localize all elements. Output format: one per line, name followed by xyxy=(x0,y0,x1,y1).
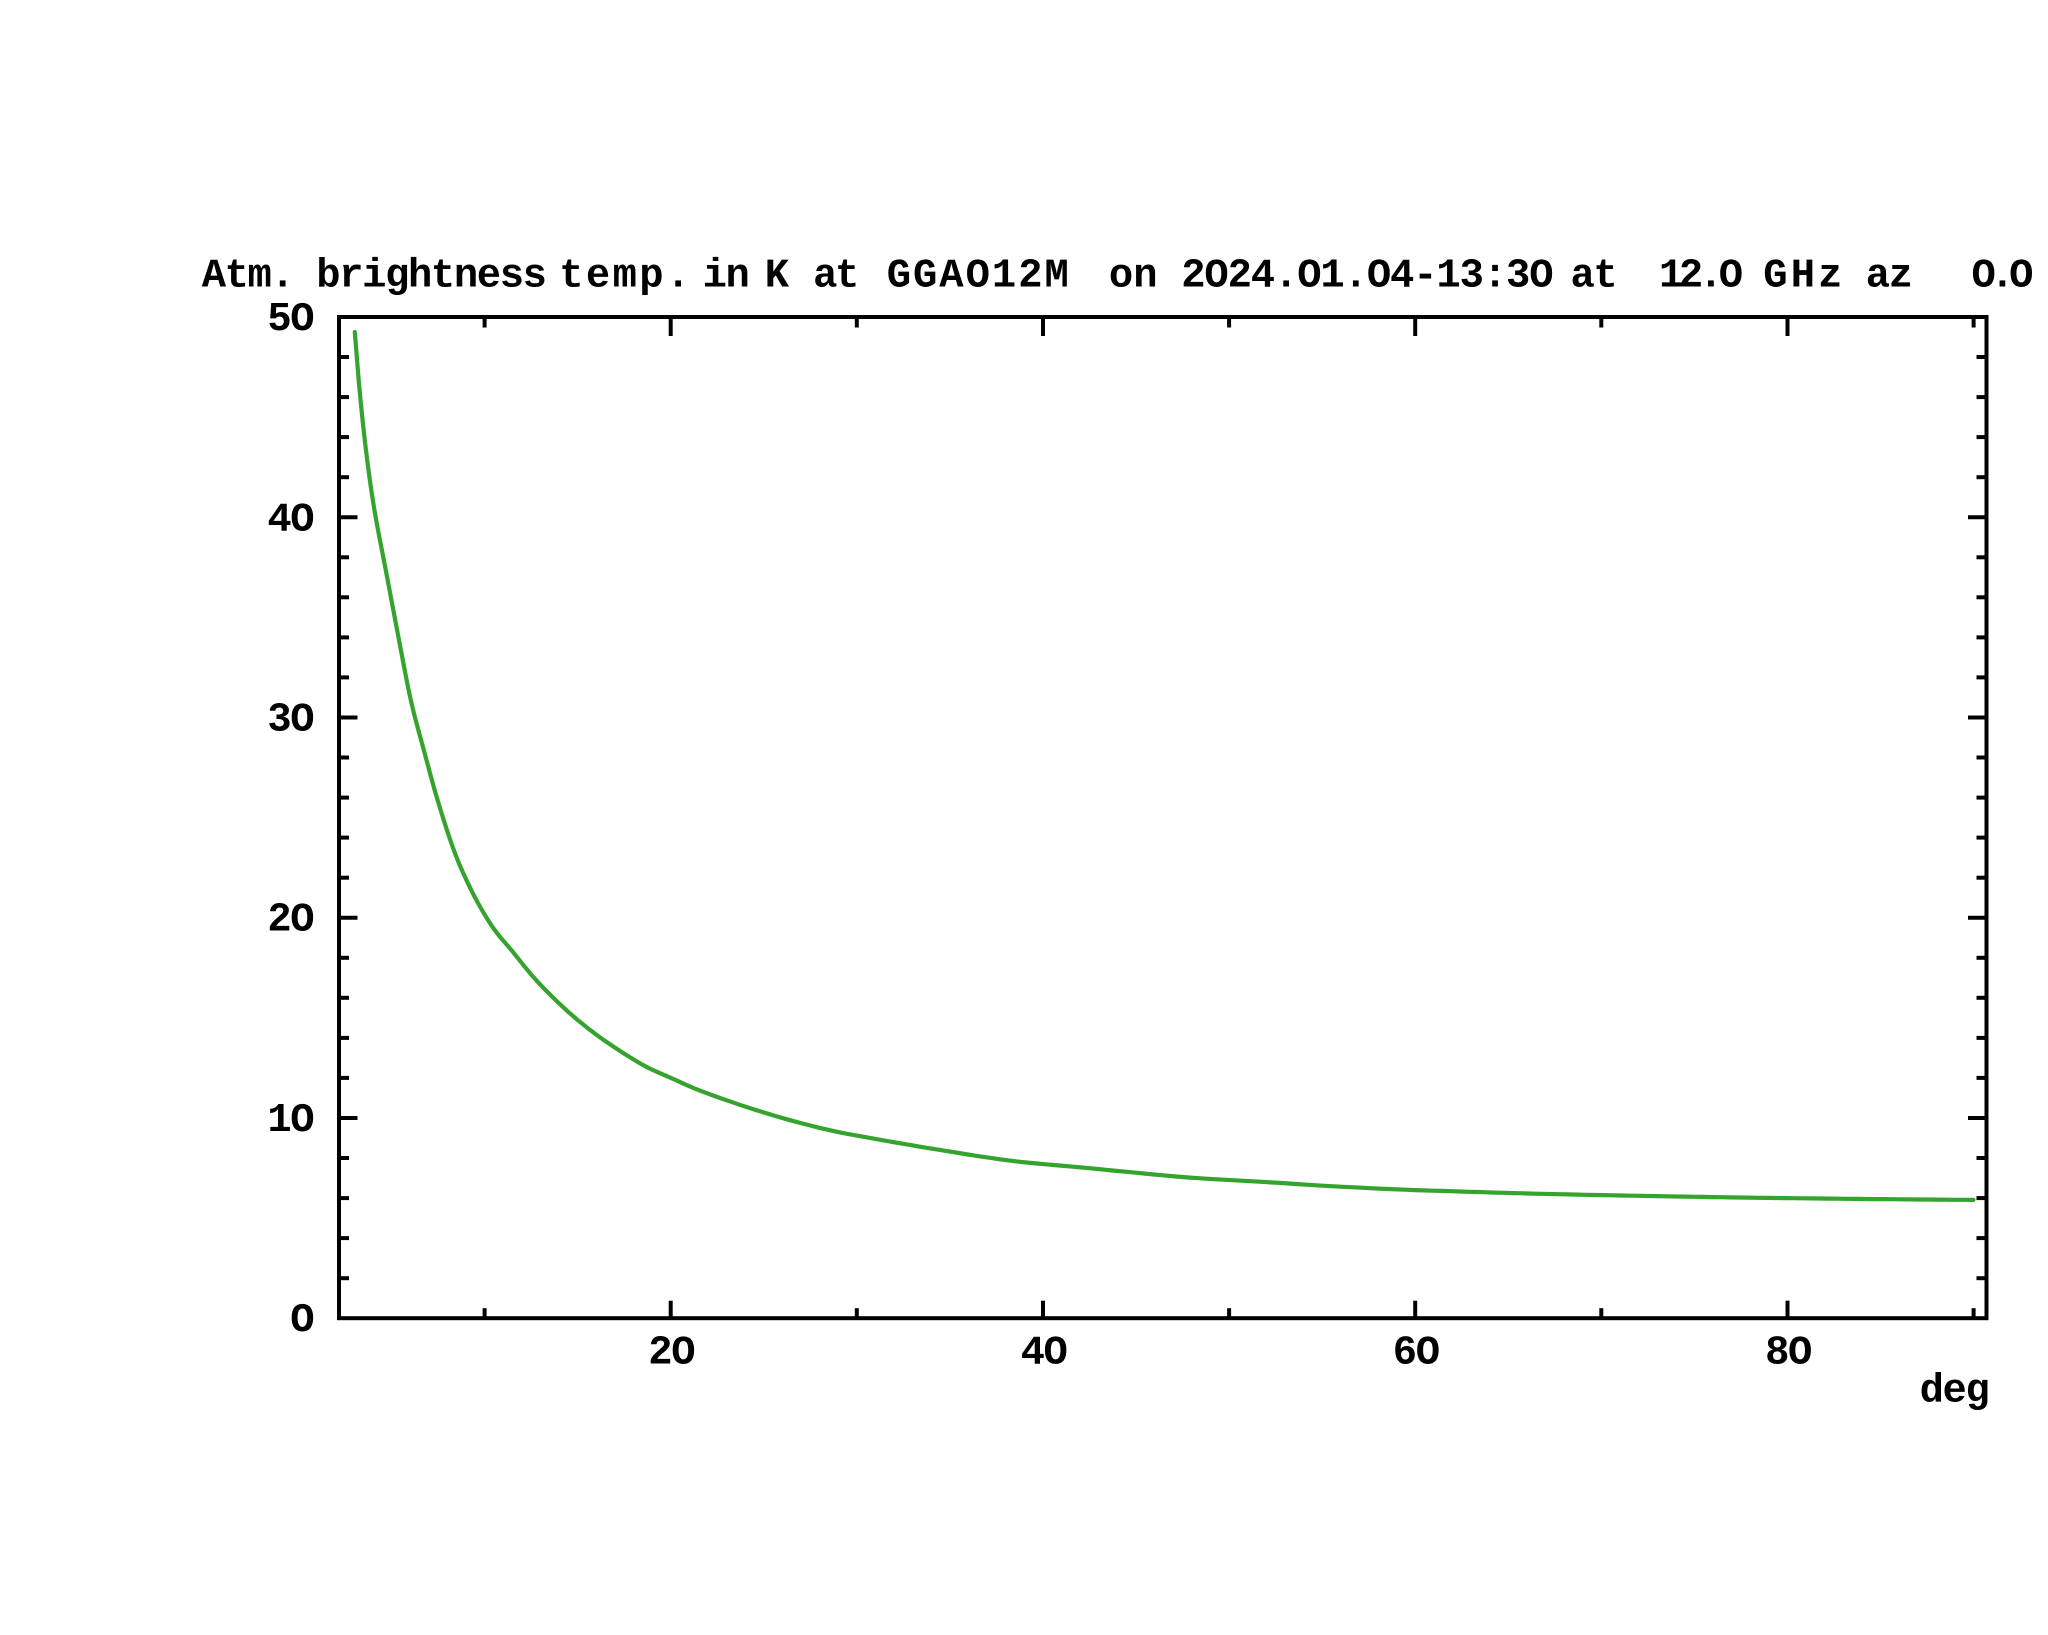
svg-text:GGAO12M: GGAO12M xyxy=(887,254,1071,300)
svg-text:2O: 2O xyxy=(267,898,313,944)
svg-text:az: az xyxy=(1866,254,1912,300)
svg-text:2O24.O1.O4-13:3O: 2O24.O1.O4-13:3O xyxy=(1181,254,1552,300)
svg-text:temp.: temp. xyxy=(559,254,693,300)
svg-text:4O: 4O xyxy=(1021,1331,1067,1377)
svg-text:8O: 8O xyxy=(1765,1331,1811,1377)
svg-text:Atm. brightness: Atm. brightness xyxy=(202,254,546,300)
svg-text:O: O xyxy=(290,1298,313,1344)
svg-text:at: at xyxy=(813,254,857,300)
svg-text:4O: 4O xyxy=(267,497,313,543)
svg-text:in: in xyxy=(703,254,749,300)
svg-text:1O: 1O xyxy=(267,1098,313,1144)
svg-text:3O: 3O xyxy=(267,698,313,744)
svg-text:on: on xyxy=(1109,254,1158,300)
svg-text:O.O: O.O xyxy=(1972,254,2033,300)
svg-text:6O: 6O xyxy=(1393,1331,1439,1377)
svg-text:5O: 5O xyxy=(267,297,313,343)
svg-text:12.O: 12.O xyxy=(1659,254,1742,300)
svg-text:K: K xyxy=(765,254,790,300)
svg-text:at: at xyxy=(1571,254,1617,300)
svg-text:deg: deg xyxy=(1920,1369,1989,1415)
svg-text:2O: 2O xyxy=(648,1331,694,1377)
svg-text:GHz: GHz xyxy=(1763,254,1845,300)
